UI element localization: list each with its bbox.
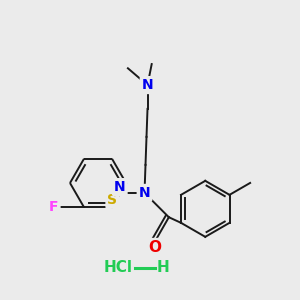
Text: S: S	[107, 193, 117, 207]
Text: N: N	[142, 78, 153, 92]
Text: F: F	[49, 200, 58, 214]
Text: H: H	[157, 260, 169, 275]
Text: O: O	[148, 240, 161, 255]
Text: HCl: HCl	[103, 260, 133, 275]
Text: N: N	[114, 180, 126, 194]
Text: N: N	[139, 186, 150, 200]
